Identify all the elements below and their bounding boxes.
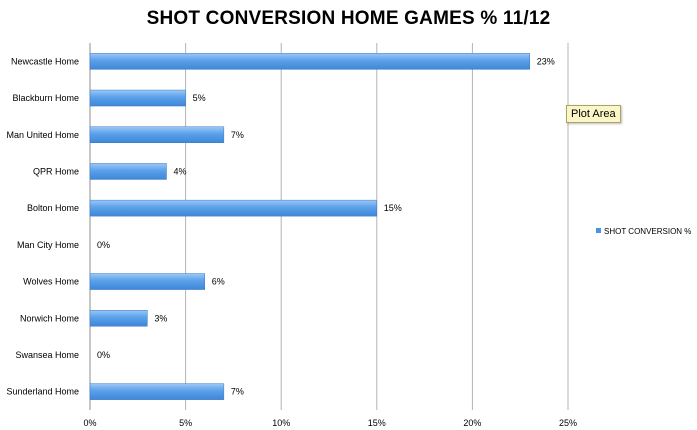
category-label: Wolves Home	[23, 277, 79, 287]
x-tick-label: 20%	[463, 418, 481, 428]
bar	[89, 89, 186, 107]
data-label: 3%	[154, 313, 167, 323]
data-label: 6%	[212, 277, 225, 287]
category-label: Blackburn Home	[12, 93, 79, 103]
category-label: Newcastle Home	[11, 56, 79, 66]
data-label: 5%	[193, 93, 206, 103]
legend-swatch	[596, 228, 601, 233]
data-label: 0%	[97, 350, 110, 360]
data-label: 23%	[537, 56, 555, 66]
category-label: Swansea Home	[15, 350, 79, 360]
plot-area-tooltip: Plot Area	[566, 105, 621, 123]
bar	[89, 310, 148, 327]
category-label: QPR Home	[33, 166, 79, 176]
data-label: 7%	[231, 387, 244, 397]
bar	[89, 273, 205, 290]
bar	[89, 199, 378, 217]
data-label: 4%	[173, 166, 186, 176]
x-tick-label: 10%	[272, 418, 290, 428]
x-tick-label: 25%	[559, 418, 577, 428]
bar	[89, 53, 531, 70]
data-label: 15%	[384, 203, 402, 213]
chart-title: SHOT CONVERSION HOME GAMES % 11/12	[146, 8, 551, 29]
x-tick-label: 0%	[83, 418, 96, 428]
data-label: 7%	[231, 130, 244, 140]
category-label: Norwich Home	[20, 313, 79, 323]
category-label: Bolton Home	[27, 203, 79, 213]
bar	[89, 126, 225, 143]
category-label: Man City Home	[17, 240, 79, 250]
category-label: Sunderland Home	[6, 387, 79, 397]
legend-label: SHOT CONVERSION %	[604, 227, 691, 236]
bar	[89, 383, 225, 400]
category-label: Man United Home	[6, 130, 79, 140]
x-tick-label: 15%	[368, 418, 386, 428]
x-tick-label: 5%	[179, 418, 192, 428]
bar	[89, 163, 167, 180]
data-label: 0%	[97, 240, 110, 250]
